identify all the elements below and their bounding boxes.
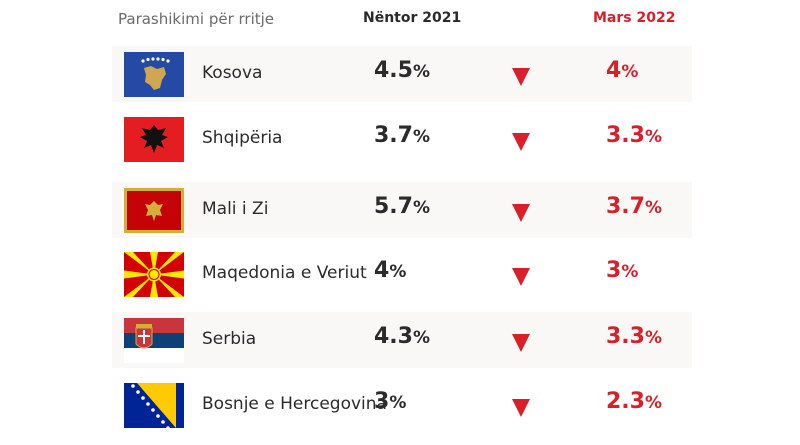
table-row: Shqipëria 3.7% 3.3% bbox=[112, 111, 692, 167]
down-arrow-icon bbox=[512, 399, 530, 417]
value-november: 5.7% bbox=[374, 194, 431, 219]
country-name: Serbia bbox=[202, 329, 257, 349]
down-arrow-icon bbox=[512, 204, 530, 222]
table-row: Mali i Zi 5.7% 3.7% bbox=[112, 182, 692, 238]
montenegro-flag-icon bbox=[124, 188, 184, 233]
value-november: 4% bbox=[374, 258, 407, 283]
country-name: Shqipëria bbox=[202, 128, 283, 148]
table-row: Kosova 4.5% 4% bbox=[112, 46, 692, 102]
down-arrow-icon bbox=[512, 334, 530, 352]
kosovo-flag-icon bbox=[124, 52, 184, 97]
down-arrow-icon bbox=[512, 68, 530, 86]
value-november: 3% bbox=[374, 389, 407, 414]
column-label-forecast: Parashikimi për rritje bbox=[118, 10, 275, 28]
country-name: Kosova bbox=[202, 63, 263, 83]
value-march: 3.3% bbox=[606, 123, 663, 148]
table-row: Serbia 4.3% 3.3% bbox=[112, 312, 692, 368]
value-march: 3.7% bbox=[606, 194, 663, 219]
column-label-november-2021: Nëntor 2021 bbox=[363, 10, 462, 26]
table-row: Bosnje e Hercegovina 3% 2.3% bbox=[112, 377, 692, 433]
table-header: Parashikimi për rritje Nëntor 2021 Mars … bbox=[0, 0, 800, 40]
bosnia-flag-icon bbox=[124, 383, 184, 428]
serbia-flag-icon bbox=[124, 318, 184, 363]
value-march: 4% bbox=[606, 58, 639, 83]
value-march: 3% bbox=[606, 258, 639, 283]
country-name: Mali i Zi bbox=[202, 199, 269, 219]
value-november: 4.3% bbox=[374, 324, 431, 349]
value-march: 2.3% bbox=[606, 389, 663, 414]
north-macedonia-flag-icon bbox=[124, 252, 184, 297]
value-march: 3.3% bbox=[606, 324, 663, 349]
column-label-march-2022: Mars 2022 bbox=[593, 10, 676, 26]
table-row: Maqedonia e Veriut 4% 3% bbox=[112, 246, 692, 302]
down-arrow-icon bbox=[512, 268, 530, 286]
country-name: Bosnje e Hercegovina bbox=[202, 394, 387, 414]
value-november: 4.5% bbox=[374, 58, 431, 83]
albania-flag-icon bbox=[124, 117, 184, 162]
down-arrow-icon bbox=[512, 133, 530, 151]
value-november: 3.7% bbox=[374, 123, 431, 148]
country-name: Maqedonia e Veriut bbox=[202, 263, 367, 283]
